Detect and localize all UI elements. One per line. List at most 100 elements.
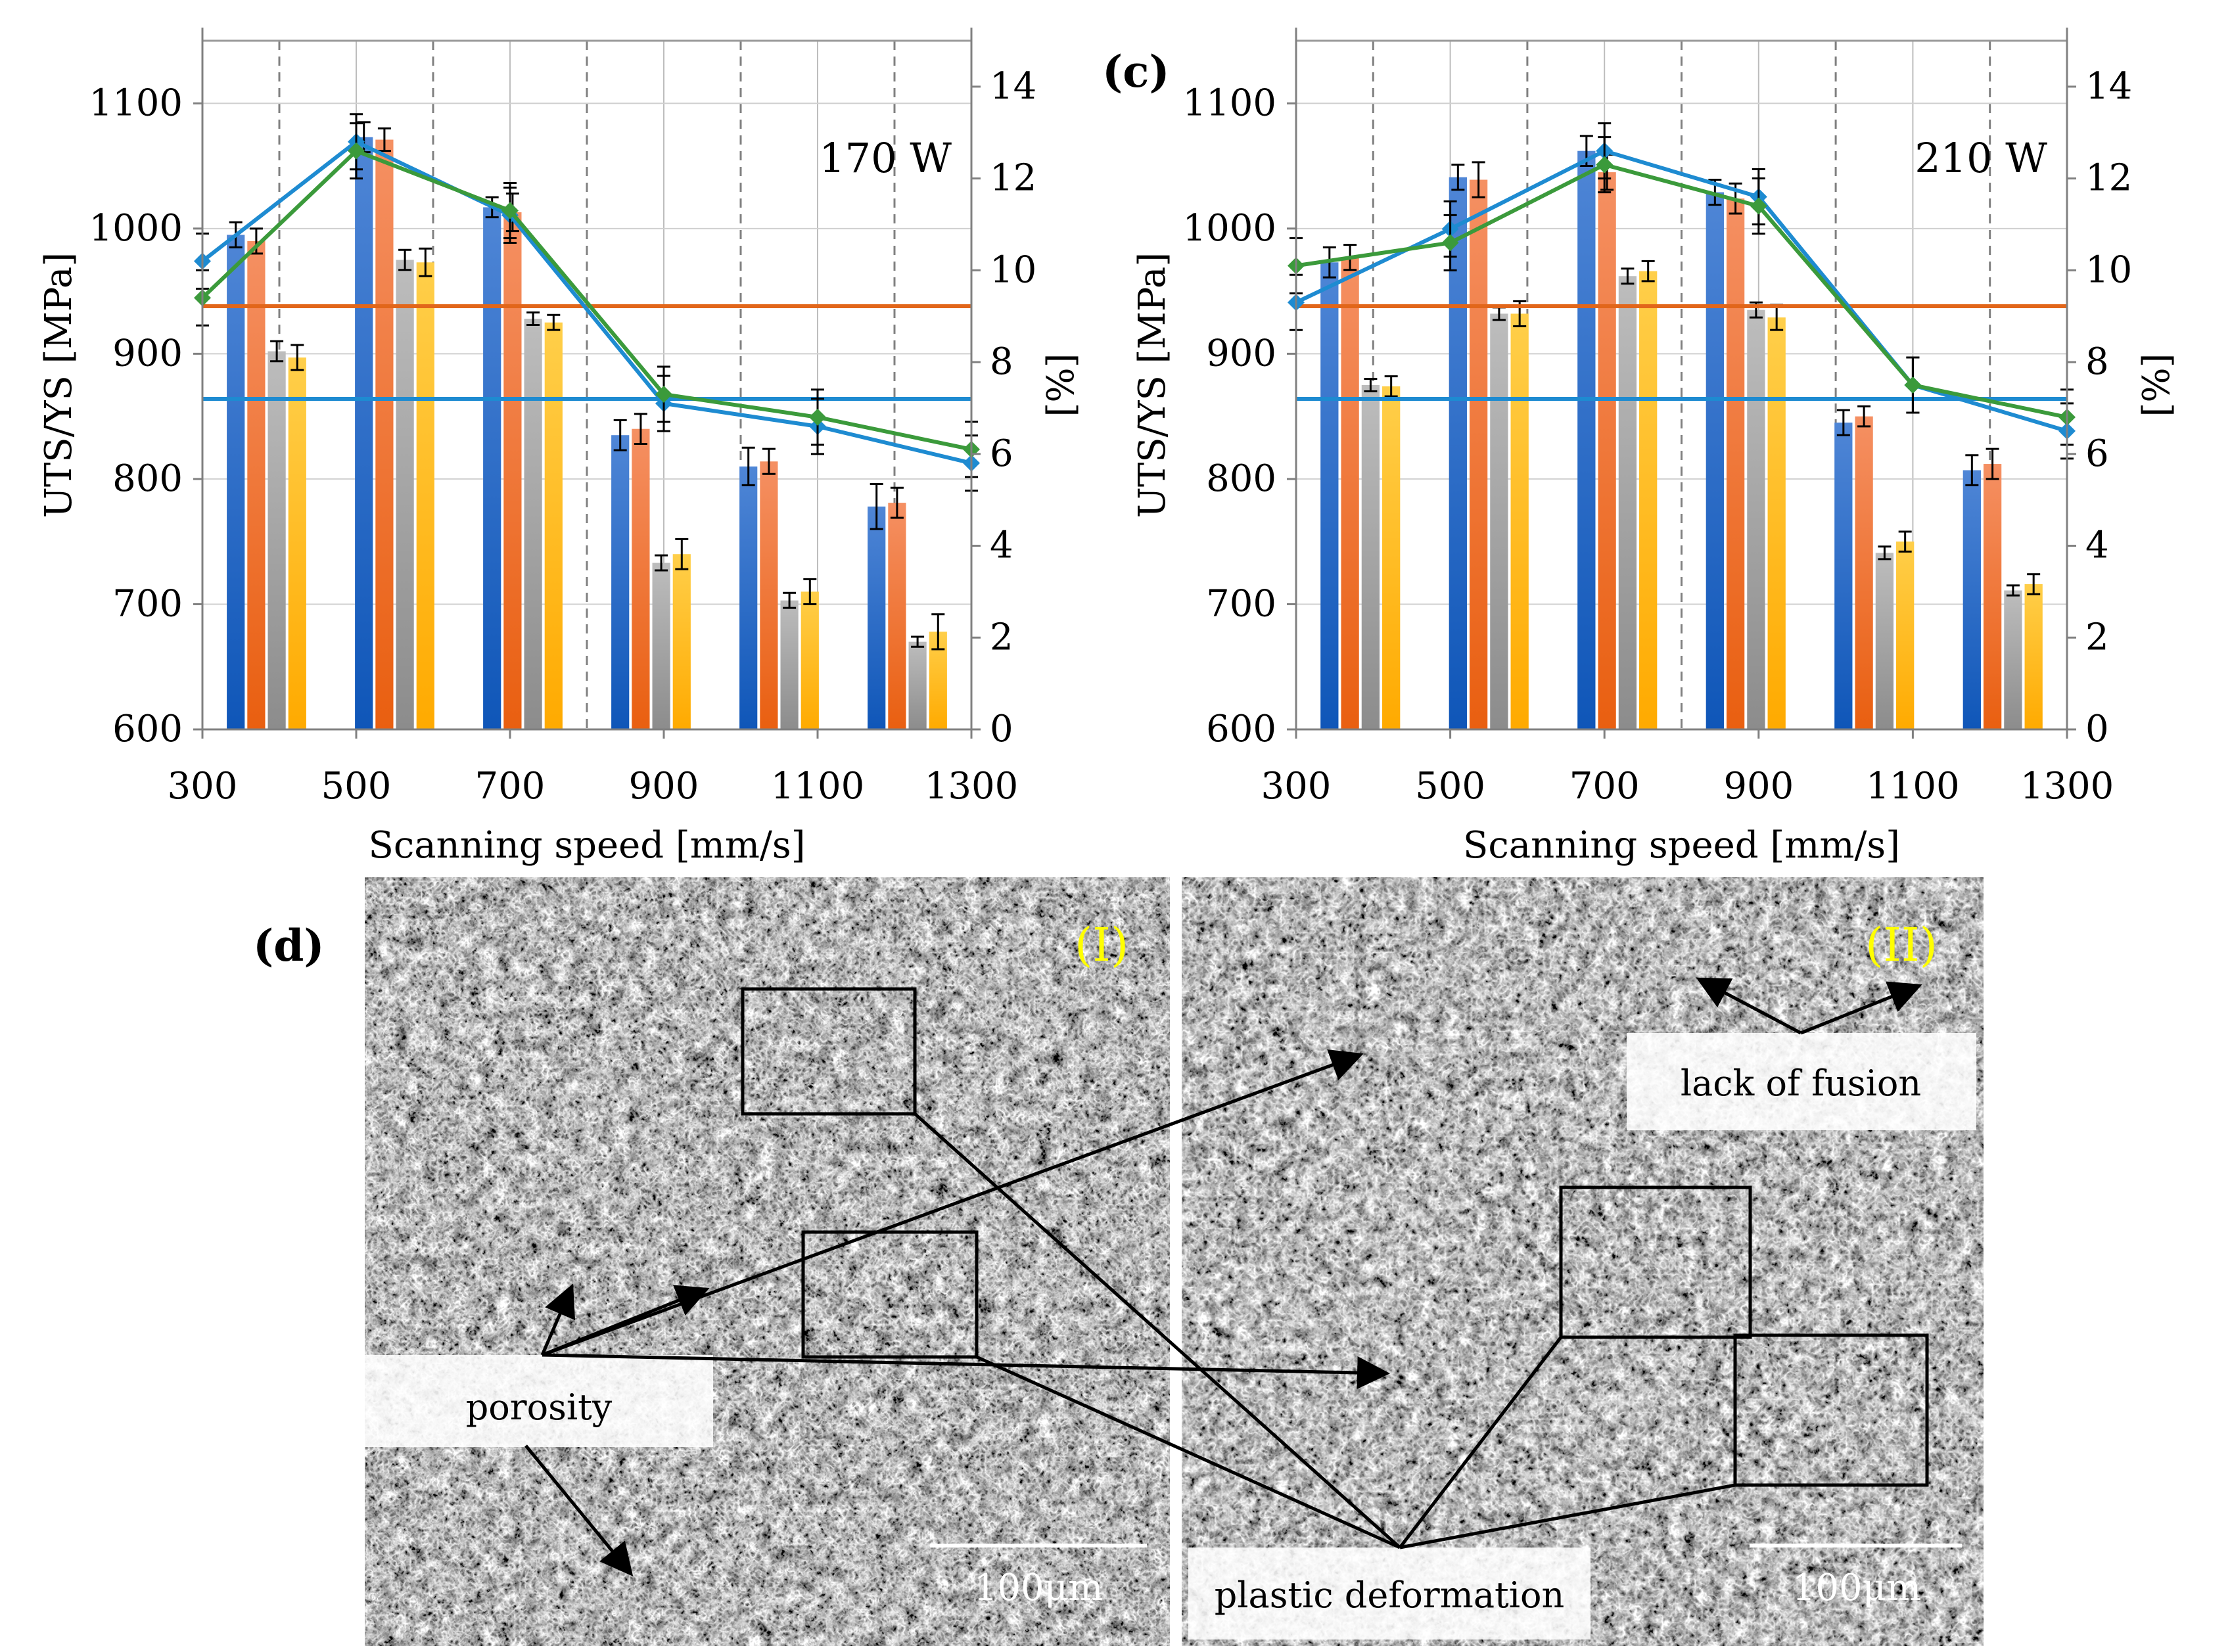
bar-ys-reference-700 — [1639, 271, 1658, 729]
bar-ys-700 — [1598, 172, 1616, 729]
x-tick-label: 700 — [475, 765, 546, 808]
bar-uts-1300 — [1963, 470, 1981, 729]
bar-uts-reference-1300 — [2004, 590, 2022, 729]
x-axis-label: Scanning speed [mm/s] — [369, 824, 806, 867]
elongation-line-blue — [201, 139, 972, 465]
zoom-box-left-lower — [801, 1230, 979, 1359]
x-tick-label: 500 — [321, 765, 392, 808]
bar-uts-reference-1100 — [1875, 553, 1894, 729]
micrograph-left: (I) 100μm — [365, 877, 1170, 1646]
bar-uts-500 — [355, 137, 373, 730]
y2-tick-label: 14 — [2085, 65, 2132, 108]
bar-uts-reference-1300 — [908, 641, 927, 729]
bar-ys-1300 — [888, 503, 906, 729]
bar-ys-reference-500 — [416, 262, 434, 729]
y-axis-label: UTS/YS [MPa] — [37, 252, 80, 518]
power-annotation: 210 W — [1915, 134, 2047, 182]
zoom-box-left-upper — [741, 987, 917, 1116]
bar-uts-reference-300 — [1361, 385, 1380, 729]
x-tick-label: 1300 — [2020, 765, 2114, 808]
bar-uts-300 — [227, 235, 245, 729]
bar-ys-reference-300 — [288, 357, 306, 729]
bar-ys-reference-500 — [1510, 313, 1529, 729]
x-tick-label: 500 — [1415, 765, 1485, 808]
x-tick-label: 900 — [629, 765, 699, 808]
callout-box-plastic-deformation — [1188, 1548, 1591, 1640]
y2-tick-label: 2 — [2085, 616, 2109, 658]
bar-ys-1300 — [1983, 464, 2002, 729]
y-tick-label: 600 — [112, 708, 183, 750]
bar-ys-reference-300 — [1382, 386, 1401, 729]
bar-uts-1100 — [1834, 423, 1853, 729]
bar-ys-500 — [1469, 179, 1488, 729]
panel-label-d: (d) — [253, 920, 325, 971]
callout-porosity: porosity — [466, 1387, 613, 1428]
x-tick-label: 1100 — [1866, 765, 1960, 808]
y2-tick-label: 4 — [990, 524, 1013, 567]
bar-ys-500 — [375, 139, 394, 730]
micrograph-panel: (d) (I) 100μm (II) 100μm porosity lack o… — [253, 877, 1984, 1646]
y-axis-label: UTS/YS [MPa] — [1131, 252, 1174, 518]
arrow-porosity-3 — [542, 1049, 1364, 1357]
y-tick-label: 900 — [1206, 332, 1276, 375]
x-tick-label: 1300 — [925, 765, 1019, 808]
bar-uts-reference-500 — [1490, 313, 1508, 729]
callout-lack-of-fusion: lack of fusion — [1681, 1063, 1921, 1104]
sem-image-right — [1182, 877, 1984, 1646]
y-tick-label: 1000 — [89, 207, 183, 250]
zoom-box-right-upper — [1559, 1185, 1752, 1339]
bar-uts-300 — [1320, 262, 1339, 729]
y-tick-label: 900 — [112, 332, 183, 375]
y2-tick-label: 8 — [990, 340, 1013, 383]
connector-pd-4 — [1399, 1483, 1736, 1549]
bar-ys-reference-900 — [672, 554, 691, 729]
callout-plastic-deformation: plastic deformation — [1215, 1574, 1565, 1616]
y2-tick-label: 12 — [2085, 157, 2132, 200]
bar-uts-1100 — [739, 466, 758, 729]
bar-ys-reference-1300 — [2024, 584, 2043, 729]
scale-bar-left-label: 100μm — [974, 1567, 1103, 1609]
y-tick-label: 800 — [112, 457, 183, 500]
bar-ys-700 — [503, 212, 522, 730]
bar-uts-500 — [1449, 177, 1467, 729]
y2-axis-label: [%] — [1040, 354, 1082, 417]
x-tick-label: 700 — [1569, 765, 1640, 808]
y2-tick-label: 12 — [990, 157, 1036, 200]
elongation-point-green-500 — [1441, 234, 1459, 252]
bar-uts-700 — [483, 207, 501, 730]
micrograph-label-i: (I) — [1075, 918, 1128, 972]
bar-uts-reference-1100 — [780, 600, 799, 729]
bar-uts-1300 — [868, 506, 886, 729]
y-tick-label: 1100 — [1182, 81, 1276, 124]
bar-ys-reference-1100 — [1896, 541, 1915, 729]
bar-ys-1100 — [760, 461, 778, 729]
micrograph-label-ii: (II) — [1865, 918, 1938, 972]
y2-tick-label: 10 — [2085, 248, 2132, 291]
bar-uts-700 — [1577, 150, 1596, 729]
elongation-line-blue — [1295, 149, 2068, 433]
y2-tick-label: 8 — [2085, 340, 2109, 383]
x-tick-label: 300 — [1261, 765, 1332, 808]
bar-uts-reference-300 — [267, 351, 286, 729]
bar-ys-300 — [1341, 257, 1359, 729]
sem-image-left — [365, 877, 1170, 1646]
bar-uts-reference-700 — [1618, 276, 1637, 729]
arrow-porosity-5 — [524, 1444, 634, 1576]
y2-axis-label: [%] — [2135, 354, 2178, 417]
elongation-point-green-900 — [1750, 197, 1767, 215]
elongation-point-green-1100 — [809, 408, 826, 426]
y2-tick-label: 6 — [990, 432, 1013, 475]
x-tick-label: 900 — [1723, 765, 1794, 808]
scale-bar-right-label: 100μm — [1792, 1567, 1921, 1609]
y2-tick-label: 0 — [990, 708, 1013, 750]
y2-tick-label: 2 — [990, 616, 1013, 658]
y-tick-label: 700 — [112, 582, 183, 625]
x-tick-label: 1100 — [771, 765, 865, 808]
bar-uts-900 — [611, 435, 630, 729]
tensile-chart-210w: 600 700 800 900 1000 1100 0 2 4 6 8 10 12 14 300 500 700… — [1102, 28, 2178, 867]
callout-arrows — [524, 977, 1922, 1576]
panel-label-c: (c) — [1102, 46, 1170, 97]
elongation-point-green-700 — [1596, 156, 1614, 173]
arrow-lof-1 — [1696, 977, 1802, 1035]
